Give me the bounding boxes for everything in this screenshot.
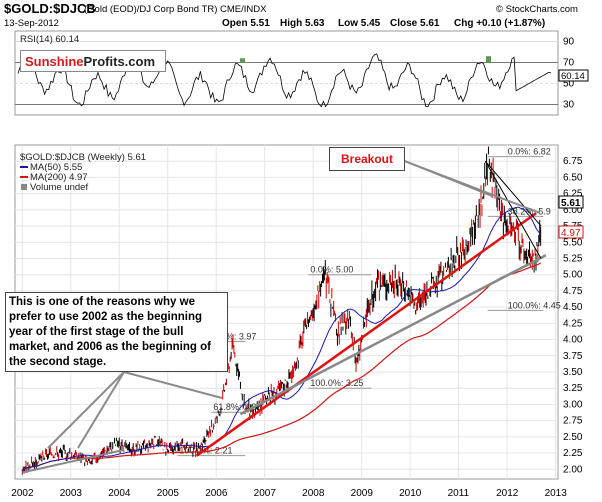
rsi-tick-label: 30	[563, 100, 575, 111]
price-tick-label: 4.75	[563, 286, 583, 297]
fibonacci-label: 61.8%: 2.88	[213, 402, 261, 412]
fibonacci-label: 100.0%: 3.25	[310, 378, 363, 388]
year-tick-label: 2010	[399, 488, 422, 499]
low-value: Low 5.45	[338, 18, 381, 29]
rsi-overbought-fill	[240, 58, 245, 63]
fibonacci-label: 0.0%: 3.97	[213, 332, 256, 342]
ma200-price-tag: 4.97	[561, 228, 581, 239]
logo-part1: Sunshine	[25, 54, 84, 69]
gray-trend-line	[239, 254, 547, 416]
ma200-price-tag-box	[558, 225, 584, 239]
price-tick-label: 3.00	[563, 399, 583, 410]
last-price-tag-box	[558, 195, 584, 209]
price-grid	[15, 145, 558, 479]
red-trend-line	[196, 212, 537, 457]
fibonacci-label: 100.0%: 4.45	[508, 300, 561, 310]
year-tick-label: 2007	[254, 488, 277, 499]
fibonacci-label: 0.0%: 5.00	[310, 265, 353, 275]
black-downtrend-line	[484, 160, 542, 259]
fibonacci-label: 38.2%: 5.9	[508, 206, 551, 216]
price-tick-label: 6.50	[563, 172, 583, 183]
black-downtrend-line-2	[484, 160, 542, 227]
price-tick-label: 6.00	[563, 205, 583, 216]
year-tick-label: 2011	[448, 488, 470, 499]
fibonacci-label: 0.0%: 6.82	[508, 147, 551, 157]
price-tick-label: 5.00	[563, 270, 583, 281]
rsi-tick-label: 50	[563, 79, 575, 90]
price-tick-label: 4.50	[563, 302, 583, 313]
price-tick-label: 6.25	[563, 189, 583, 200]
price-tick-label: 2.00	[563, 464, 583, 475]
gray-trend-line-2002	[22, 448, 125, 474]
price-tick-label: 4.25	[563, 318, 583, 329]
legend-ma200: MA(200) 4.97	[30, 172, 88, 183]
source-credit: © StockCharts.com	[496, 4, 578, 15]
ma200-line	[21, 262, 541, 471]
year-tick-label: 2002	[11, 488, 34, 499]
chart-symbol: $GOLD:$DJCB	[4, 1, 96, 16]
rsi-overbought-fill	[486, 56, 491, 63]
last-price-tag: 5.61	[561, 198, 581, 209]
year-tick-label: 2004	[108, 488, 131, 499]
high-value: High 5.63	[280, 18, 325, 29]
year-tick-label: 2009	[351, 488, 374, 499]
year-tick-label: 2006	[205, 488, 228, 499]
chart-subtitle: (Gold (EOD)/DJ Corp Bond TR) CME/INDX	[84, 4, 267, 15]
rsi-value-tag-box	[558, 69, 589, 82]
legend-volume-swatch	[21, 184, 27, 190]
rsi-label: RSI(14) 60.14	[20, 34, 79, 45]
price-tick-label: 3.50	[563, 367, 583, 378]
price-tick-labels: 2.00 2.25 2.50 2.75 3.00 3.25 3.50 3.75 4.00 4.25…	[563, 156, 583, 475]
price-tick-label: 3.75	[563, 351, 583, 362]
change-value: Chg +0.10 (+1.87%)	[454, 18, 545, 29]
rsi-tick-labels: 30 50 70 90	[563, 37, 575, 111]
explanation-note: This is one of the reasons why we prefer…	[5, 292, 228, 372]
year-tick-labels: 2002 2003 2004 2005 2006 2007 2008 2009 2010 2011…	[11, 488, 567, 499]
price-tick-label: 2.75	[563, 416, 583, 427]
legend-volume: Volume undef	[30, 182, 88, 193]
year-tick-label: 2008	[302, 488, 325, 499]
rsi-panel	[14, 30, 559, 116]
sunshine-profits-logo: SunshineProfits.com	[20, 50, 166, 72]
legend-main: $GOLD:$DJCB (Weekly) 5.61	[20, 152, 146, 163]
price-tick-label: 2.50	[563, 432, 583, 443]
trend-lines	[22, 160, 547, 474]
logo-part2: Profits.com	[83, 54, 156, 69]
price-tick-label: 5.50	[563, 237, 583, 248]
year-tick-label: 2005	[157, 488, 180, 499]
close-value: Close 5.61	[390, 18, 440, 29]
rsi-line	[17, 53, 552, 108]
price-tick-label: 2.25	[563, 448, 583, 459]
year-tick-label: 2003	[60, 488, 83, 499]
year-tick-label: 2013	[545, 488, 568, 499]
rsi-tick-label: 70	[563, 58, 575, 69]
callout-pointers	[47, 159, 541, 449]
rsi-tick-label: 90	[563, 37, 575, 48]
chart-date: 13-Sep-2012	[4, 18, 59, 29]
price-tick-label: 3.25	[563, 383, 583, 394]
breakout-callout: Breakout	[329, 147, 405, 171]
price-tick-label: 4.00	[563, 335, 583, 346]
year-tick-label: 2012	[496, 488, 519, 499]
price-tick-label: 6.75	[563, 156, 583, 167]
ma50-line	[21, 206, 542, 471]
legend-ma50: MA(50) 5.55	[30, 162, 82, 173]
open-value: Open 5.51	[222, 18, 270, 29]
rsi-value-tag: 60.14	[561, 71, 585, 82]
price-tick-label: 5.25	[563, 253, 583, 264]
